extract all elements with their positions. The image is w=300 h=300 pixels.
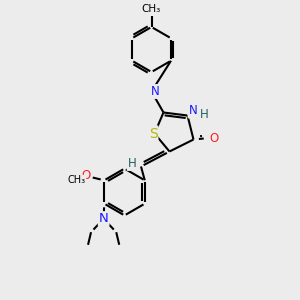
Text: H: H <box>128 157 136 170</box>
Text: H: H <box>200 107 208 121</box>
Text: O: O <box>210 131 219 145</box>
Text: N: N <box>151 85 160 98</box>
Text: S: S <box>148 127 158 140</box>
Text: O: O <box>81 169 90 182</box>
Text: N: N <box>99 212 109 225</box>
Text: CH₃: CH₃ <box>68 175 86 185</box>
Text: CH₃: CH₃ <box>142 4 161 14</box>
Text: N: N <box>188 104 197 118</box>
